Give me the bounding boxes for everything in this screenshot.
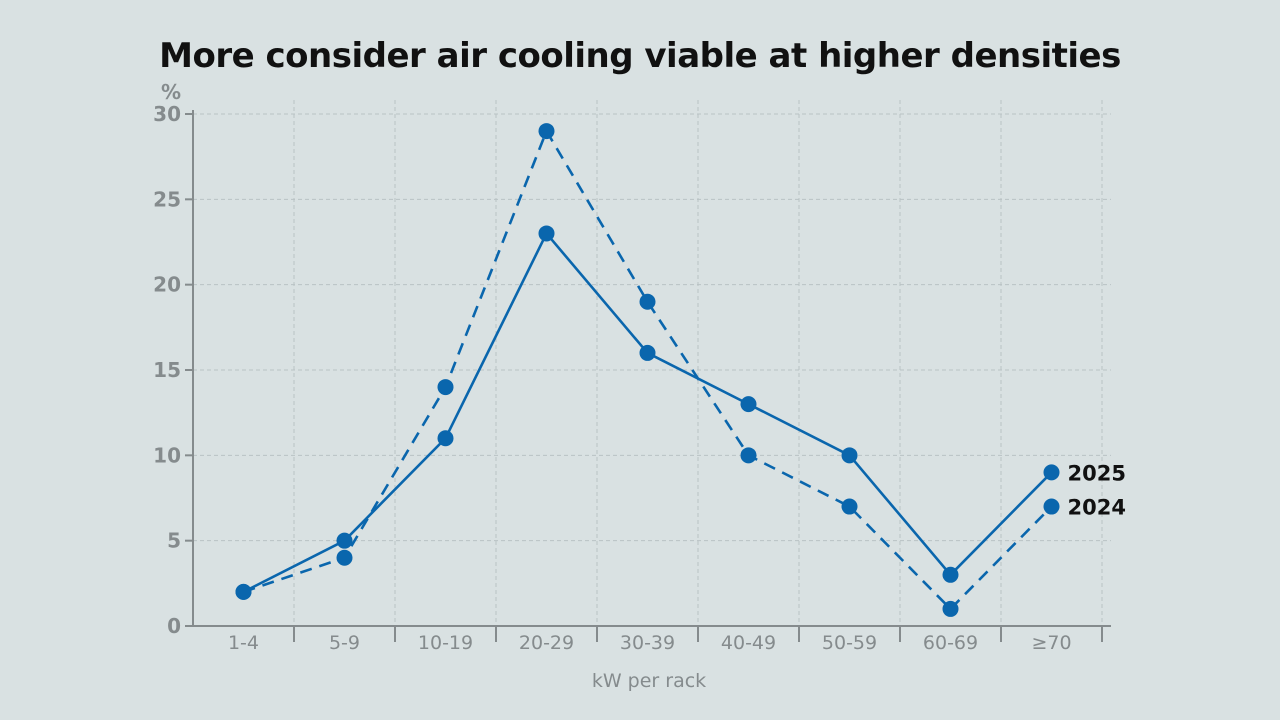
x-tick-label: 40-49 [721, 632, 776, 654]
y-tick-label: 10 [153, 443, 181, 467]
data-point-2025 [437, 430, 454, 447]
x-tick-label: 60-69 [923, 632, 978, 654]
y-tick-label: 25 [153, 187, 181, 211]
data-point-2025 [1043, 464, 1060, 481]
x-tick-label: 1-4 [228, 632, 259, 654]
data-point-2024 [437, 379, 454, 396]
y-tick-label: 0 [167, 614, 181, 638]
data-point-2024 [235, 583, 252, 600]
data-point-2024 [639, 293, 656, 310]
data-point-2025 [942, 566, 959, 583]
series-line-2024 [243, 128, 1053, 611]
x-tick-label: 20-29 [519, 632, 574, 654]
data-point-2025 [639, 344, 656, 361]
data-point-2024 [841, 498, 858, 515]
y-axis-label: % [161, 80, 181, 104]
y-tick-label: 5 [167, 529, 181, 553]
y-tick-label: 20 [153, 273, 181, 297]
x-tick-label: 50-59 [822, 632, 877, 654]
x-tick-label: 10-19 [418, 632, 473, 654]
data-point-2025 [538, 225, 555, 242]
data-point-2024 [1043, 498, 1060, 515]
data-point-2025 [740, 396, 757, 413]
y-tick-label: 30 [153, 102, 181, 126]
data-point-2024 [538, 123, 555, 140]
data-point-2025 [841, 447, 858, 464]
x-tick-label: ≥70 [1031, 632, 1071, 654]
x-tick-label: 5-9 [329, 632, 360, 654]
series-label-2025: 2025 [1068, 461, 1126, 485]
data-point-2024 [942, 600, 959, 617]
chart-title: More consider air cooling viable at high… [159, 36, 1121, 76]
x-tick-label: 30-39 [620, 632, 675, 654]
data-point-2024 [336, 549, 353, 566]
data-point-2025 [336, 532, 353, 549]
data-point-2024 [740, 447, 757, 464]
y-tick-label: 15 [153, 358, 181, 382]
x-axis-label: kW per rack [592, 670, 706, 692]
series-line-2025 [242, 231, 1053, 594]
series-label-2024: 2024 [1068, 496, 1126, 520]
